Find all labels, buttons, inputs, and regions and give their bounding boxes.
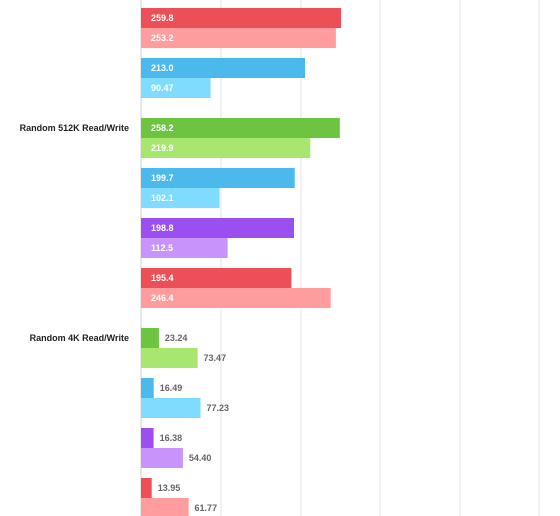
bar	[141, 58, 305, 78]
bar	[141, 398, 201, 418]
bar	[141, 188, 220, 208]
bar	[141, 118, 340, 138]
data-label: 16.38	[160, 433, 183, 443]
bar	[141, 138, 311, 158]
data-label: 253.2	[151, 33, 174, 43]
bar	[141, 448, 183, 468]
category-label: Random 512K Read/Write	[20, 123, 129, 133]
bar	[141, 288, 331, 308]
data-label: 213.0	[151, 63, 174, 73]
data-label: 198.8	[151, 223, 174, 233]
bar	[141, 268, 292, 288]
data-label: 77.23	[206, 403, 229, 413]
data-label: 258.2	[151, 123, 174, 133]
bar	[141, 8, 341, 28]
bar	[141, 168, 295, 188]
data-label: 13.95	[158, 483, 181, 493]
bar	[141, 428, 154, 448]
data-label: 90.47	[151, 83, 174, 93]
data-label: 102.1	[151, 193, 174, 203]
category-label: Random 4K Read/Write	[30, 333, 129, 343]
bar	[141, 378, 154, 398]
bar	[141, 28, 336, 48]
data-label: 195.4	[151, 273, 174, 283]
bar	[141, 78, 211, 98]
data-label: 23.24	[165, 333, 188, 343]
data-label: 199.7	[151, 173, 174, 183]
data-label: 259.8	[151, 13, 174, 23]
data-label: 54.40	[189, 453, 212, 463]
bar	[141, 328, 159, 348]
bar	[141, 238, 228, 258]
data-label: 219.9	[151, 143, 174, 153]
data-label: 73.47	[204, 353, 227, 363]
bar	[141, 218, 294, 238]
data-label: 246.4	[151, 293, 174, 303]
data-label: 16.49	[160, 383, 183, 393]
bar	[141, 498, 189, 516]
bar	[141, 478, 152, 498]
data-label: 112.5	[151, 243, 173, 253]
data-label: 61.77	[195, 503, 218, 513]
bar	[141, 348, 198, 368]
